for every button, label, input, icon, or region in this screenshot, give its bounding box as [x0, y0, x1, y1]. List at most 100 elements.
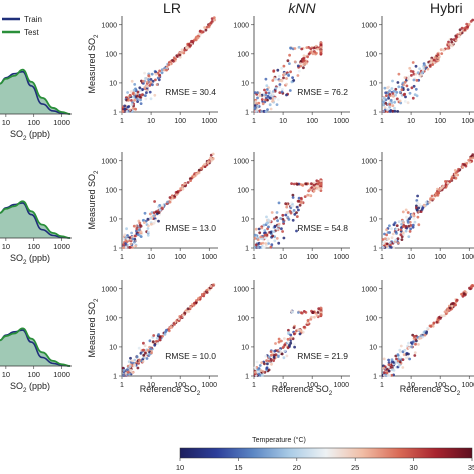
data-point	[412, 78, 416, 82]
data-point	[397, 363, 401, 367]
data-point	[389, 243, 392, 247]
data-point	[136, 366, 140, 370]
data-point	[271, 79, 275, 82]
data-point	[154, 219, 158, 222]
data-point	[285, 77, 288, 80]
data-point	[291, 218, 295, 222]
data-point	[148, 90, 152, 94]
x-tick-label: 10	[407, 254, 415, 261]
x-tick-label: 1000	[201, 382, 217, 389]
colorbar-tick-label: 10	[176, 463, 184, 472]
data-point	[275, 216, 278, 219]
data-point	[259, 242, 263, 246]
data-point	[273, 225, 277, 229]
data-point	[197, 170, 200, 174]
data-point	[133, 83, 137, 86]
data-point	[418, 337, 421, 340]
data-point	[406, 101, 410, 105]
data-point	[458, 31, 462, 35]
data-point	[258, 231, 262, 235]
data-point	[406, 88, 410, 91]
data-point	[390, 368, 394, 372]
data-point	[269, 350, 273, 353]
data-point	[255, 360, 259, 364]
data-point	[136, 98, 139, 101]
data-point	[259, 369, 263, 372]
data-point	[167, 329, 171, 333]
data-point	[442, 184, 445, 188]
data-point	[287, 218, 291, 221]
data-point	[289, 335, 293, 339]
data-point	[392, 89, 396, 93]
data-point	[383, 371, 386, 374]
data-point	[126, 105, 130, 109]
data-point	[423, 63, 426, 67]
data-point	[313, 50, 317, 54]
data-point	[192, 175, 196, 178]
data-point	[389, 246, 393, 249]
data-point	[382, 246, 385, 249]
data-point	[162, 68, 166, 72]
data-point	[301, 330, 305, 334]
data-point	[455, 298, 459, 302]
colorbar-tick-label: 20	[293, 463, 301, 472]
data-point	[123, 233, 127, 237]
data-point	[303, 325, 306, 329]
data-point	[406, 211, 410, 214]
data-point	[421, 206, 425, 210]
data-point	[391, 109, 395, 113]
data-point	[278, 91, 282, 94]
data-point	[260, 226, 264, 230]
data-point	[467, 22, 471, 26]
data-point	[175, 190, 179, 194]
data-point	[136, 100, 140, 103]
x-tick-label: 100	[306, 118, 318, 125]
data-point	[265, 88, 269, 91]
y-tick-label: 1000	[233, 286, 249, 293]
data-point	[296, 64, 300, 68]
data-point	[292, 326, 296, 329]
data-point	[295, 211, 298, 215]
data-point	[390, 227, 393, 231]
data-point	[134, 244, 138, 248]
data-point	[254, 227, 258, 231]
data-point	[142, 82, 145, 85]
data-point	[269, 358, 273, 361]
data-point	[186, 307, 190, 311]
data-point	[319, 313, 323, 316]
rmse-label: RMSE = 54.8	[297, 223, 348, 233]
data-point	[272, 230, 276, 234]
data-point	[297, 45, 301, 49]
data-point	[417, 206, 421, 210]
data-point	[295, 205, 299, 209]
data-point	[212, 284, 215, 287]
data-point	[210, 17, 214, 20]
data-point	[135, 355, 139, 359]
data-point	[450, 44, 454, 48]
data-point	[257, 227, 261, 231]
data-point	[141, 79, 145, 83]
y-tick-label: 1000	[361, 22, 377, 29]
data-point	[135, 227, 139, 231]
data-point	[412, 217, 416, 221]
data-point	[257, 101, 261, 105]
data-point	[133, 99, 136, 102]
data-point	[428, 65, 432, 68]
data-point	[213, 18, 217, 22]
data-point	[390, 101, 394, 104]
data-point	[395, 97, 399, 101]
data-point	[129, 356, 132, 360]
data-point	[295, 229, 298, 233]
data-point	[267, 355, 271, 359]
data-point	[254, 104, 257, 107]
data-point	[276, 98, 280, 102]
y-tick-label: 1	[373, 374, 377, 381]
data-point	[428, 201, 431, 204]
data-point	[269, 231, 273, 234]
data-point	[271, 99, 275, 103]
data-point	[421, 335, 425, 339]
data-point	[382, 103, 386, 107]
data-point	[385, 228, 388, 232]
data-point	[154, 340, 158, 343]
data-point	[270, 353, 273, 357]
